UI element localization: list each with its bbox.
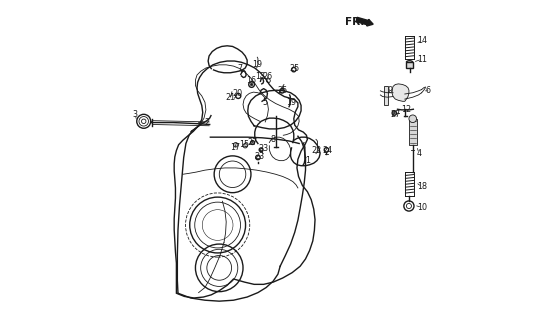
Text: 6: 6 <box>425 86 430 95</box>
Circle shape <box>409 115 416 123</box>
Text: 14: 14 <box>417 36 427 44</box>
Text: 7: 7 <box>237 63 243 73</box>
Text: 20: 20 <box>233 89 243 98</box>
Text: 27: 27 <box>248 138 258 147</box>
Text: 23: 23 <box>258 144 268 153</box>
Text: 4: 4 <box>416 149 421 158</box>
Text: 19: 19 <box>252 60 262 69</box>
Circle shape <box>234 142 238 147</box>
Text: 16: 16 <box>246 76 256 85</box>
Text: 26: 26 <box>262 72 272 81</box>
Polygon shape <box>392 84 409 101</box>
Text: 9: 9 <box>387 86 392 95</box>
Text: 25: 25 <box>290 63 300 73</box>
Text: 17: 17 <box>230 143 240 152</box>
Bar <box>384 86 388 105</box>
Text: 15: 15 <box>240 140 250 149</box>
Text: 24: 24 <box>322 146 332 155</box>
Text: 3: 3 <box>132 109 138 118</box>
Text: FR.: FR. <box>344 17 364 27</box>
Text: 8: 8 <box>271 135 276 144</box>
Text: 22: 22 <box>312 146 322 155</box>
Circle shape <box>250 83 253 86</box>
Text: 18: 18 <box>417 182 427 191</box>
Text: 21: 21 <box>225 93 235 102</box>
Text: 10: 10 <box>417 203 427 212</box>
Text: 1: 1 <box>306 156 311 164</box>
Polygon shape <box>406 62 413 68</box>
Text: 5: 5 <box>263 99 268 108</box>
Text: 27: 27 <box>390 109 400 118</box>
Text: 23: 23 <box>255 152 265 161</box>
Text: 2: 2 <box>204 118 209 127</box>
FancyArrow shape <box>356 17 373 26</box>
Text: 11: 11 <box>417 55 427 64</box>
Text: 25: 25 <box>278 86 288 95</box>
Text: 13: 13 <box>255 72 266 81</box>
Bar <box>409 119 416 145</box>
Circle shape <box>243 143 248 148</box>
Text: 12: 12 <box>401 105 411 114</box>
Text: 19: 19 <box>287 99 297 108</box>
